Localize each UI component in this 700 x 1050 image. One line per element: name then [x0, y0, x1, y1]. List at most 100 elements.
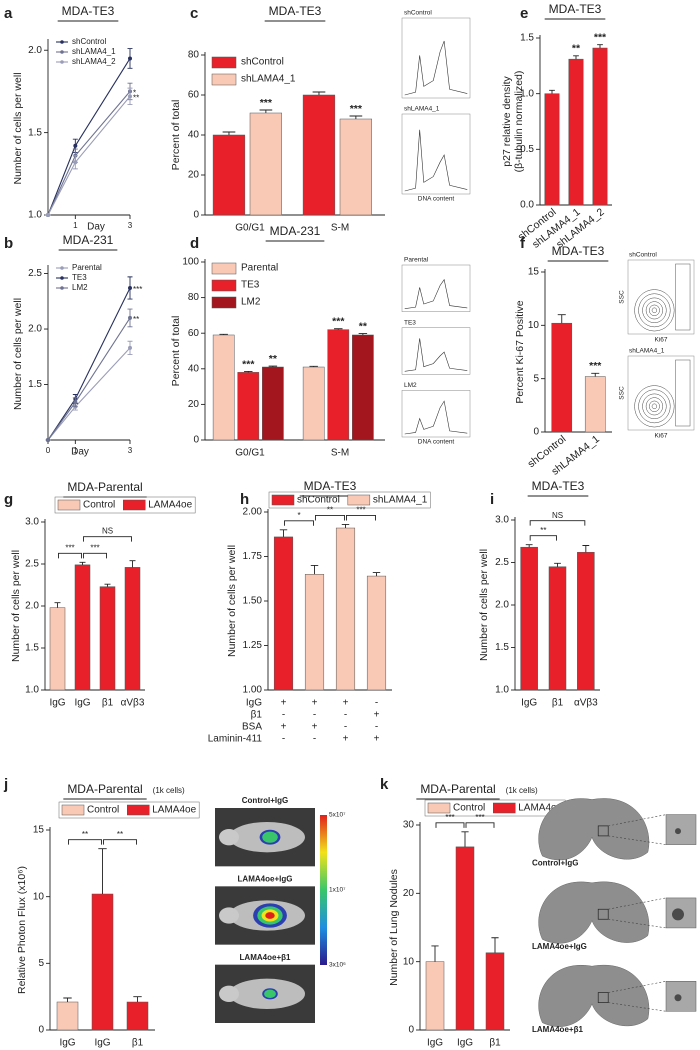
y-axis-label: Number of Lung Nodules: [388, 869, 400, 986]
inset-contour: [642, 297, 667, 324]
legend-swatch: [211, 279, 237, 292]
chart-title: MDA-TE3: [304, 479, 357, 493]
bar: [91, 893, 114, 1031]
bar: [544, 93, 560, 206]
x-tick-label: IgG: [427, 1038, 443, 1049]
x-tick-label: G0/G1: [235, 223, 265, 234]
significance: NS: [102, 527, 113, 536]
data-point: [46, 213, 50, 217]
image-label: LAMA4oe+IgG: [532, 942, 587, 951]
x-tick-label: 0: [46, 446, 51, 455]
x-axis-label: Day: [71, 447, 89, 458]
y-axis-label: Percent Ki-67 Positive: [514, 300, 526, 403]
lung-tissue: [538, 798, 650, 861]
legend-swatch: [271, 494, 295, 506]
inset-histogram: [404, 400, 468, 435]
legend-label: shControl: [241, 57, 284, 68]
x-tick-label: β1: [132, 1038, 144, 1049]
legend-frame: [54, 496, 196, 514]
error-bar: [461, 831, 469, 847]
y-axis-label: Number of cells per well: [226, 545, 238, 657]
y-tick-label: 1.5: [28, 379, 42, 390]
table-cell: -: [375, 698, 378, 709]
legend-label: shControl: [72, 37, 106, 46]
lung-tissue: [538, 881, 650, 944]
legend-label: LM2: [72, 283, 88, 292]
y-tick-label: 2.5: [25, 559, 39, 570]
significance: **: [133, 93, 139, 102]
y-tick-label: 80: [188, 50, 200, 61]
y-tick-label: 1.0: [520, 88, 534, 99]
chart-title: MDA-TE3: [552, 244, 605, 258]
x-tick-label: β1: [489, 1038, 501, 1049]
legend-frame: [58, 801, 200, 819]
y-tick-label: 30: [403, 820, 415, 831]
significance: ***: [133, 285, 142, 294]
zoom-lines: [608, 897, 667, 929]
bar: [592, 47, 608, 206]
y-tick-label: 20: [188, 399, 200, 410]
table-row-label: BSA: [242, 722, 262, 733]
table-cell: -: [282, 734, 285, 745]
legend-label: Parental: [72, 263, 102, 272]
inset-x-label: Ki67: [654, 433, 667, 440]
bar: [485, 952, 505, 1031]
error-bar: [372, 572, 381, 577]
bar: [49, 607, 66, 691]
y-tick-label: 100: [182, 257, 199, 268]
inset-contour: [638, 389, 671, 424]
zoom-region: [597, 992, 609, 1003]
error-bar: [54, 602, 61, 608]
y-tick-label: 5: [533, 373, 539, 384]
significance: ***: [356, 506, 365, 515]
legend-label: Control: [87, 805, 119, 816]
chart-title: MDA-TE3: [532, 479, 585, 493]
y-axis-label: p27 relative density: [501, 76, 513, 167]
inset-label: shLAMA4_1: [404, 106, 440, 113]
table-cell: +: [281, 722, 287, 733]
chart-title: MDA-231: [63, 233, 114, 247]
legend-label: LAMA4oe: [518, 803, 562, 814]
y-tick-label: 0: [193, 435, 199, 446]
inset-y-label: SSC: [619, 386, 626, 400]
y-tick-label: 2.0: [28, 324, 42, 335]
significance: ***: [350, 103, 363, 115]
significance: ***: [589, 360, 602, 372]
table-cell: +: [312, 698, 318, 709]
significance: **: [269, 353, 278, 365]
panel-letter: k: [380, 776, 389, 793]
bar: [335, 527, 356, 691]
data-point: [128, 345, 132, 350]
bar: [99, 586, 116, 691]
inset-x-label: Ki67: [654, 337, 667, 344]
legend-label: shLAMA4_1: [373, 495, 428, 506]
y-tick-label: 60: [188, 90, 200, 101]
colorbar: [320, 815, 327, 965]
legend-swatch: [57, 499, 81, 511]
error-bar: [597, 44, 603, 49]
legend-label: TE3: [241, 280, 260, 291]
image-label: LAMA4oe+β1: [532, 1025, 583, 1034]
error-bar: [341, 524, 350, 529]
legend-swatch: [211, 56, 237, 69]
legend-marker: [60, 60, 64, 64]
colorbar-label: 5x10⁷: [329, 812, 346, 819]
table-cell: +: [312, 722, 318, 733]
panel-letter: a: [4, 5, 13, 22]
error-bar: [219, 333, 228, 335]
inset-frame: [401, 327, 471, 375]
x-tick-label: IgG: [74, 698, 90, 709]
x-tick-label: β1: [552, 698, 564, 709]
data-point: [73, 143, 78, 148]
inset-label: TE3: [404, 319, 416, 326]
bar: [577, 552, 595, 691]
bar: [262, 366, 284, 441]
y-tick-label: 1.00: [243, 685, 263, 696]
x-tick-label: αVβ3: [121, 698, 145, 709]
significance: **: [133, 315, 139, 324]
bar: [56, 1001, 79, 1031]
significance: NS: [552, 511, 563, 520]
bar: [302, 94, 336, 216]
panel-letter: b: [4, 235, 13, 252]
image-label: Control+IgG: [242, 796, 288, 805]
